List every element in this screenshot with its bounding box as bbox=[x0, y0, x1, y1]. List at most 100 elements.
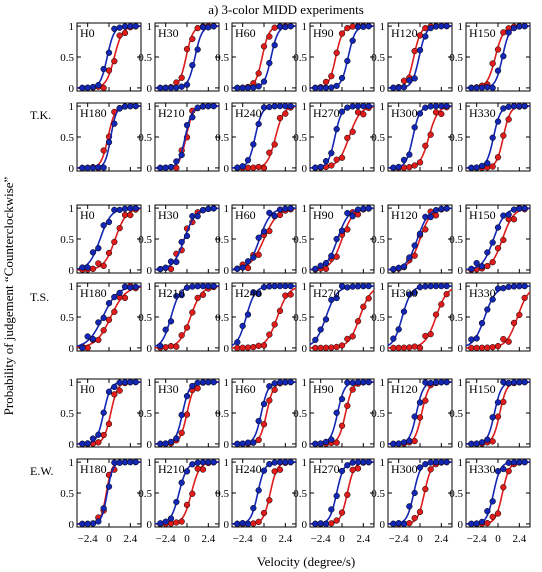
y-tick-label: 0 bbox=[458, 265, 464, 277]
blue-data-point bbox=[260, 78, 268, 85]
panel-label: H240 bbox=[235, 106, 262, 120]
panel: 0 0.5 1 H30 bbox=[138, 203, 220, 277]
red-data-point bbox=[395, 344, 402, 351]
blue-data-point bbox=[443, 22, 450, 30]
blue-data-point bbox=[354, 206, 362, 213]
blue-data-point bbox=[178, 238, 185, 246]
y-tick-label: 0.5 bbox=[371, 408, 385, 420]
y-tick-label: 0 bbox=[302, 265, 308, 277]
red-data-point bbox=[484, 262, 491, 270]
blue-data-point bbox=[173, 435, 180, 442]
red-data-point bbox=[95, 260, 102, 267]
red-data-point bbox=[199, 466, 207, 473]
blue-data-point bbox=[244, 84, 252, 91]
blue-data-point bbox=[333, 409, 340, 416]
red-data-point bbox=[400, 344, 408, 351]
blue-data-point bbox=[271, 212, 278, 220]
blue-data-point bbox=[473, 335, 480, 342]
blue-data-point bbox=[427, 213, 434, 221]
blue-data-point bbox=[157, 342, 164, 350]
blue-data-point bbox=[468, 336, 475, 343]
red-data-point bbox=[260, 421, 268, 428]
blue-data-point bbox=[338, 282, 346, 290]
blue-data-point bbox=[183, 81, 191, 88]
blue-data-point bbox=[89, 520, 97, 527]
y-tick-label: 0.5 bbox=[215, 312, 229, 324]
blue-data-point bbox=[312, 164, 319, 171]
red-data-point bbox=[266, 227, 273, 235]
blue-data-point bbox=[157, 164, 164, 172]
blue-data-point bbox=[250, 84, 257, 91]
blue-data-point bbox=[390, 265, 397, 273]
red-data-point bbox=[328, 344, 335, 351]
blue-data-point bbox=[105, 139, 113, 146]
blue-data-point bbox=[121, 459, 129, 466]
blue-data-point bbox=[189, 283, 196, 290]
panel: 0 0.5 1 H90 bbox=[293, 21, 375, 95]
blue-data-point bbox=[349, 283, 356, 290]
red-data-point bbox=[516, 311, 523, 319]
red-data-point bbox=[266, 149, 273, 156]
panel: 0 0.5 1 H300 bbox=[371, 101, 453, 175]
blue-data-point bbox=[516, 283, 523, 290]
blue-data-point bbox=[333, 294, 340, 302]
red-data-point bbox=[100, 327, 107, 334]
blue-data-point bbox=[360, 102, 367, 110]
y-tick-label: 0 bbox=[458, 439, 464, 451]
blue-data-point bbox=[473, 259, 480, 267]
y-axis-label: Probability of judgement “Counterclockwi… bbox=[1, 176, 16, 415]
red-data-point bbox=[422, 226, 429, 233]
y-tick-label: 0 bbox=[224, 439, 230, 451]
blue-data-point bbox=[390, 440, 397, 447]
blue-data-point bbox=[478, 263, 486, 270]
x-tick-label: 2.4 bbox=[512, 533, 526, 545]
blue-data-point bbox=[395, 326, 402, 333]
blue-data-point bbox=[438, 102, 445, 110]
blue-data-point bbox=[494, 285, 502, 292]
red-data-point bbox=[484, 344, 491, 351]
y-tick-label: 1 bbox=[224, 377, 230, 389]
blue-data-point bbox=[255, 290, 262, 298]
panel-label: H270 bbox=[313, 286, 340, 300]
panel: 0 0.5 1 H150 bbox=[449, 203, 531, 277]
blue-data-point bbox=[162, 440, 169, 447]
blue-data-point bbox=[234, 440, 241, 448]
red-data-point bbox=[349, 23, 356, 30]
blue-data-point bbox=[489, 498, 496, 505]
blue-data-point bbox=[390, 520, 397, 527]
blue-data-point bbox=[266, 209, 273, 216]
y-tick-label: 0 bbox=[380, 439, 386, 451]
red-data-point bbox=[416, 159, 424, 166]
blue-data-point bbox=[111, 383, 118, 391]
y-tick-label: 1 bbox=[380, 457, 386, 469]
red-data-point bbox=[338, 342, 346, 349]
blue-data-point bbox=[282, 102, 289, 110]
panel-label: H210 bbox=[158, 286, 185, 300]
blue-data-point bbox=[411, 75, 418, 82]
red-data-point bbox=[266, 397, 273, 404]
blue-data-point bbox=[484, 436, 491, 443]
panel-label: H300 bbox=[391, 462, 418, 476]
red-data-point bbox=[328, 73, 335, 80]
blue-data-point bbox=[432, 23, 440, 30]
red-data-point bbox=[489, 60, 496, 67]
red-data-point bbox=[365, 295, 372, 302]
blue-data-point bbox=[395, 163, 402, 171]
red-data-point bbox=[422, 332, 429, 340]
blue-data-point bbox=[266, 283, 273, 290]
blue-data-point bbox=[100, 65, 107, 73]
panel: 0 0.5 1 H210 bbox=[138, 101, 220, 175]
blue-data-point bbox=[250, 439, 257, 446]
blue-data-point bbox=[157, 265, 164, 273]
blue-data-point bbox=[105, 218, 113, 226]
blue-data-point bbox=[438, 378, 445, 386]
blue-data-point bbox=[427, 24, 434, 32]
blue-data-point bbox=[328, 252, 335, 260]
red-data-point bbox=[255, 518, 262, 526]
blue-data-point bbox=[183, 392, 191, 400]
red-data-point bbox=[478, 344, 486, 351]
y-tick-label: 0 bbox=[69, 265, 75, 277]
blue-data-point bbox=[422, 283, 429, 290]
